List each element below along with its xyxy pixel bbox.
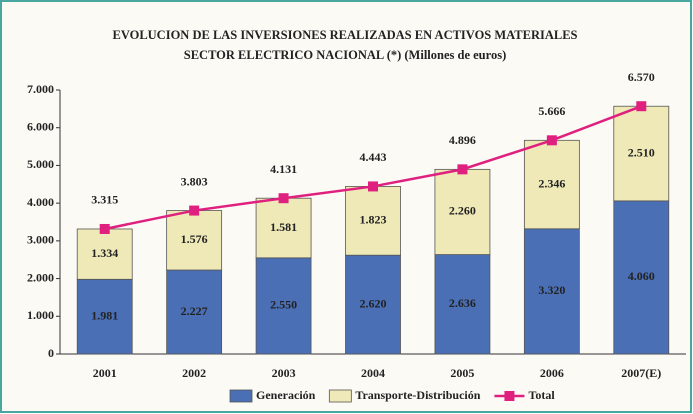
data-label: 4.060 [628, 269, 655, 283]
data-label: 1.576 [181, 232, 208, 246]
bar-segment [255, 197, 312, 259]
total-label: 6.570 [628, 70, 655, 84]
total-marker [457, 164, 468, 175]
data-label: 2.550 [270, 298, 297, 312]
bar-segment [523, 228, 580, 355]
y-tick-label: 6.000 [27, 119, 54, 133]
data-label: 2.636 [449, 296, 476, 310]
total-label: 4.443 [360, 150, 387, 164]
total-marker [189, 205, 200, 216]
total-label: 4.896 [449, 133, 476, 147]
y-tick-label: 0 [48, 346, 54, 360]
total-marker [368, 181, 378, 192]
data-label: 2.260 [449, 204, 476, 218]
data-label: 1.823 [360, 213, 387, 227]
bar-segment [345, 186, 401, 256]
x-tick-label: 2005 [450, 366, 474, 380]
total-label: 5.666 [538, 104, 565, 118]
legend-swatch [229, 389, 253, 403]
total-label: 4.131 [270, 162, 297, 176]
data-label: 2.227 [181, 304, 208, 318]
bar-segment [166, 269, 223, 355]
y-tick-label: 3.000 [27, 233, 54, 247]
x-tick-label: 2002 [182, 366, 206, 380]
x-tick-label: 2001 [93, 366, 117, 380]
chart-subtitle: SECTOR ELECTRICO NACIONAL (*) (Millones … [184, 48, 507, 62]
y-tick-label: 2.000 [27, 270, 54, 284]
total-marker [99, 223, 110, 234]
bar-segment [434, 254, 491, 355]
data-label: 1.581 [270, 220, 297, 234]
y-tick-label: 1.000 [27, 308, 54, 322]
bar-segment [523, 139, 580, 230]
y-tick-label: 4.000 [27, 195, 54, 209]
legend-label: Generación [256, 388, 316, 402]
x-tick-label: 2003 [272, 366, 296, 380]
x-tick-label: 2007(E) [621, 366, 661, 380]
total-marker [278, 193, 289, 204]
data-label: 2.620 [360, 296, 387, 310]
data-label: 1.334 [91, 246, 118, 260]
total-marker [636, 101, 647, 112]
x-tick-label: 2006 [540, 366, 564, 380]
data-label: 3.320 [538, 283, 565, 297]
total-label: 3.803 [181, 174, 208, 188]
data-label: 1.981 [91, 308, 118, 322]
legend-label: Total [528, 388, 555, 402]
total-label: 3.315 [91, 193, 118, 207]
legend-marker [504, 391, 515, 401]
bar-segment [76, 278, 133, 355]
data-label: 2.510 [628, 145, 655, 159]
total-marker [546, 135, 557, 146]
x-tick-label: 2004 [361, 366, 385, 380]
data-label: 2.346 [538, 176, 565, 190]
bar-segment [255, 257, 312, 355]
y-tick-label: 5.000 [27, 157, 54, 171]
legend-swatch [328, 389, 352, 403]
legend-label: Transporte-Distribución [355, 388, 480, 402]
bar-segment [345, 254, 401, 355]
bar-segment [166, 210, 223, 271]
bar-segment [434, 168, 491, 255]
chart-title: EVOLUCION DE LAS INVERSIONES REALIZADAS … [112, 28, 577, 42]
bar-segment [76, 228, 133, 280]
y-tick-label: 7.000 [27, 82, 54, 96]
